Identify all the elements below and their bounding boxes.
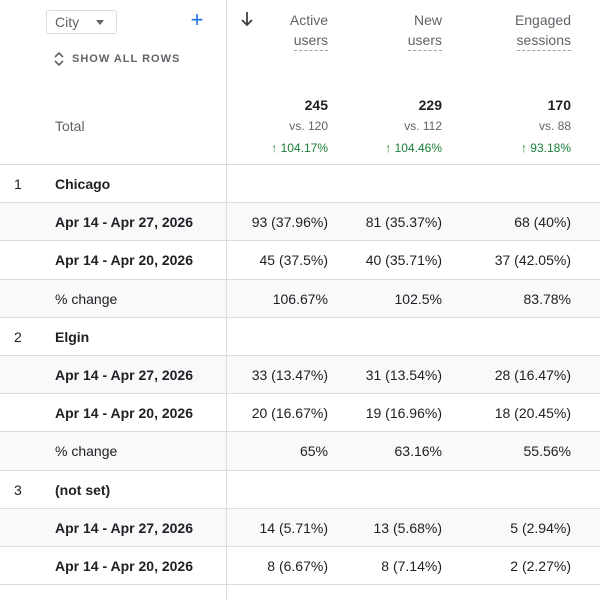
column-header-engaged-sessions[interactable]: Engaged sessions [515,10,571,51]
total-engaged-sessions: 170 vs. 88 ↑ 93.18% [521,95,571,159]
table-row[interactable]: Apr 14 - Apr 20, 2026 20 (16.67%) 19 (16.9… [0,394,600,433]
row-label: % change [55,443,118,460]
row-label: Apr 14 - Apr 20, 2026 [55,557,193,574]
column-header-new-users[interactable]: New users [407,10,442,51]
table-cell: 31 (13.54%) [365,366,442,383]
table-cell: 5 (2.94%) [510,519,571,536]
sort-descending-icon[interactable] [240,10,254,28]
table-row[interactable]: % change 106.67% 102.5% 83.78% [0,279,600,318]
total-change: ↑ 104.46% [385,141,442,155]
row-label: % change [55,290,118,307]
dimension-select[interactable]: City [46,10,117,34]
table-cell: 83.78% [523,290,571,307]
unfold-icon [54,51,64,67]
column-header-line: Engaged [514,12,571,28]
table-cell: 63.16% [394,443,442,460]
row-label: Apr 14 - Apr 27, 2026 [55,366,193,383]
row-number: 2 [14,328,22,345]
row-number: 3 [14,481,22,498]
show-all-rows-button[interactable]: SHOW ALL ROWS [54,51,180,67]
column-divider [226,0,227,600]
table-row[interactable]: 3 (not set) [0,471,600,509]
row-label: Chicago [55,176,111,192]
dimension-select-value: City [55,14,80,30]
row-label: (not set) [55,481,111,498]
add-dimension-button[interactable]: + [190,7,204,32]
table-cell: 81 (35.37%) [365,214,442,231]
table-cell: 37 (42.05%) [494,252,571,269]
total-value: 245 [304,97,328,113]
total-change: ↑ 104.17% [271,141,328,155]
table-cell: 20 (16.67%) [251,405,328,422]
table-cell: 18 (20.45%) [494,405,571,422]
total-compare: vs. 112 [404,119,442,133]
table-cell: 2 (2.27%) [510,557,571,574]
column-header-line: New [413,12,442,28]
table-row[interactable]: Apr 14 - Apr 27, 2026 14 (5.71%) 13 (5.68%… [0,508,600,547]
total-compare: vs. 120 [289,119,328,133]
table-header: City + SHOW ALL ROWS Total Active users … [0,0,600,165]
table-row[interactable]: Apr 14 - Apr 20, 2026 45 (37.5%) 40 (35.71… [0,241,600,280]
table-cell: 40 (35.71%) [365,252,442,269]
table-cell: 33 (13.47%) [251,366,328,383]
total-new-users: 229 vs. 112 ↑ 104.46% [385,95,442,159]
table-row[interactable]: 1 Chicago [0,165,600,204]
row-label: Apr 14 - Apr 27, 2026 [55,214,193,231]
show-all-rows-label: SHOW ALL ROWS [72,53,181,65]
table-cell: 102.5% [394,290,442,307]
table-cell: 28 (16.47%) [494,366,571,383]
column-header-line: users [407,31,442,51]
column-header-line: sessions [516,31,571,51]
table-cell: 68 (40%) [514,214,571,231]
row-label: Apr 14 - Apr 27, 2026 [55,519,193,536]
total-value: 170 [547,97,571,113]
table-cell: 13 (5.68%) [373,519,442,536]
table-row[interactable]: Apr 14 - Apr 27, 2026 33 (13.47%) 31 (13.5… [0,355,600,395]
column-header-line: Active [289,12,328,28]
caret-down-icon [96,20,104,25]
table-row[interactable]: % change 65% 63.16% 55.56% [0,432,600,471]
table-cell: 45 (37.5%) [259,252,328,269]
row-number: 1 [14,176,22,192]
row-label: Apr 14 - Apr 20, 2026 [55,405,193,422]
table-row[interactable]: 2 Elgin [0,318,600,356]
table-cell: 93 (37.96%) [251,214,328,231]
table-cell: 8 (6.67%) [267,557,328,574]
table-cell: 55.56% [523,443,571,460]
row-label: Elgin [55,328,90,345]
total-label: Total [55,118,85,134]
total-value: 229 [418,97,442,113]
table-cell: 8 (7.14%) [381,557,442,574]
table-row[interactable]: Apr 14 - Apr 27, 2026 93 (37.96%) 81 (35.3… [0,203,600,242]
total-change: ↑ 93.18% [520,141,571,155]
total-active-users: 245 vs. 120 ↑ 104.17% [271,95,328,159]
table-cell: 19 (16.96%) [365,405,442,422]
total-compare: vs. 88 [538,119,571,133]
column-header-active-users[interactable]: Active users [290,10,328,51]
column-header-line: users [293,31,328,51]
row-label: Apr 14 - Apr 20, 2026 [55,252,193,269]
table-row[interactable]: Apr 14 - Apr 20, 2026 8 (6.67%) 8 (7.14%) 2… [0,547,600,586]
table-body: 1 Chicago Apr 14 - Apr 27, 2026 93 (37.96%)… [0,165,600,586]
table-cell: 14 (5.71%) [259,519,328,536]
table-cell: 106.67% [272,290,328,307]
table-cell: 65% [299,443,328,460]
